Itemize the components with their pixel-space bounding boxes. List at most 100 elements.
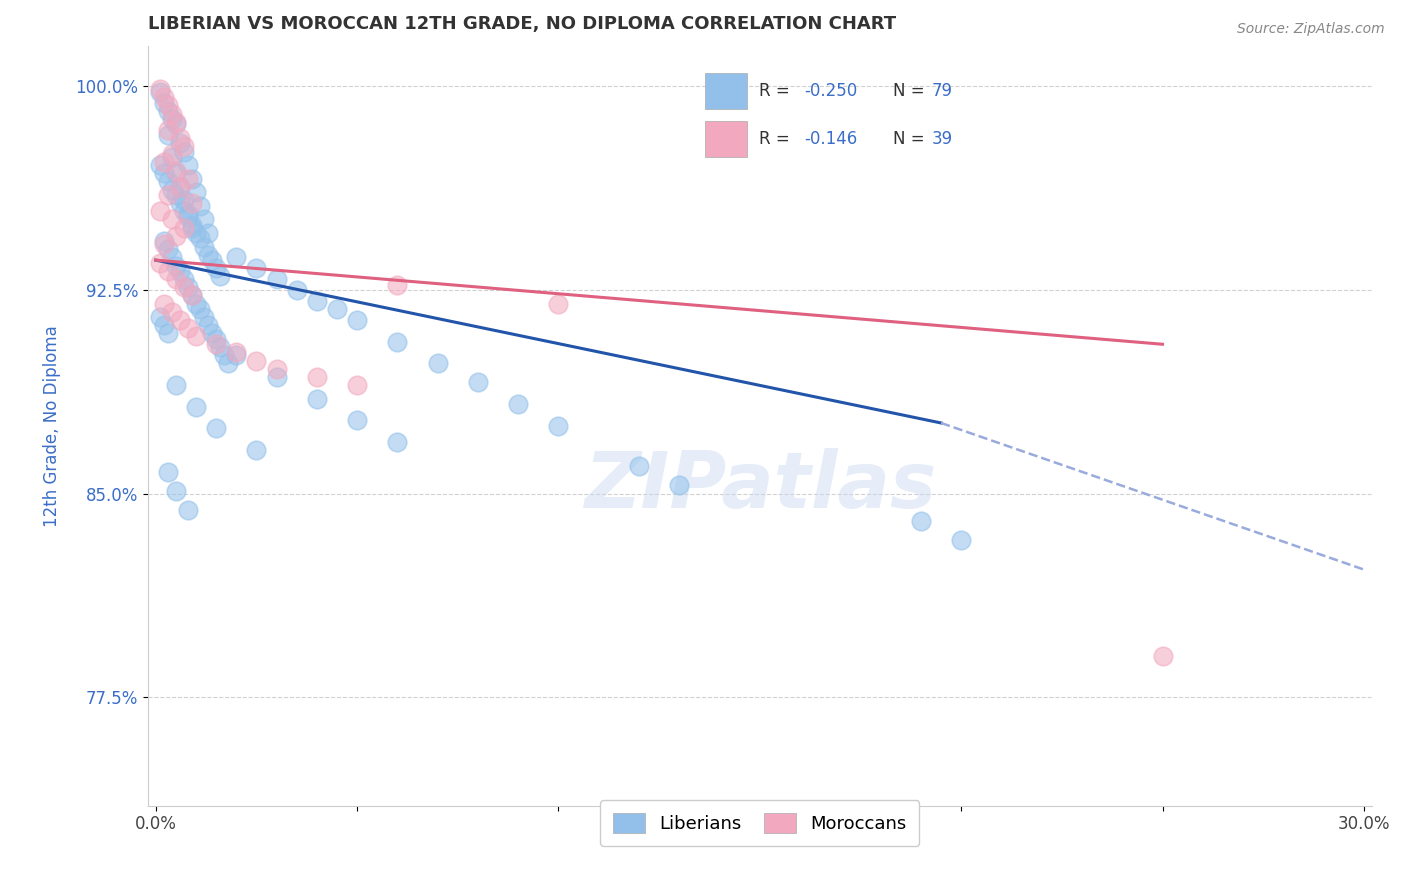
- Point: [173, 145, 195, 159]
- Point: [467, 376, 489, 390]
- Point: [225, 348, 247, 362]
- Point: [160, 182, 183, 196]
- Point: [188, 301, 211, 316]
- Point: [165, 483, 187, 498]
- Point: [305, 293, 328, 308]
- Point: [177, 158, 200, 172]
- Point: [165, 188, 187, 202]
- Point: [173, 194, 195, 208]
- Point: [153, 234, 176, 248]
- Point: [387, 334, 409, 349]
- Point: [346, 313, 368, 327]
- Point: [165, 163, 187, 178]
- Point: [177, 210, 200, 224]
- Point: [177, 321, 200, 335]
- Point: [910, 514, 932, 528]
- Point: [346, 413, 368, 427]
- Point: [1152, 649, 1174, 664]
- Point: [225, 345, 247, 359]
- Point: [160, 251, 183, 265]
- Point: [181, 288, 204, 302]
- Point: [169, 136, 191, 151]
- Point: [181, 171, 204, 186]
- Point: [173, 272, 195, 286]
- Point: [205, 261, 228, 276]
- Point: [305, 369, 328, 384]
- Point: [169, 179, 191, 194]
- Point: [156, 103, 179, 118]
- Point: [173, 280, 195, 294]
- Text: LIBERIAN VS MOROCCAN 12TH GRADE, NO DIPLOMA CORRELATION CHART: LIBERIAN VS MOROCCAN 12TH GRADE, NO DIPL…: [148, 15, 896, 33]
- Point: [153, 90, 176, 104]
- Point: [156, 98, 179, 112]
- Point: [173, 220, 195, 235]
- Point: [156, 188, 179, 202]
- Point: [153, 95, 176, 110]
- Point: [149, 256, 172, 270]
- Point: [160, 150, 183, 164]
- Point: [160, 304, 183, 318]
- Point: [165, 259, 187, 273]
- Point: [149, 85, 172, 99]
- Point: [169, 131, 191, 145]
- Point: [426, 356, 449, 370]
- Point: [266, 369, 288, 384]
- Point: [160, 106, 183, 120]
- Point: [169, 179, 191, 194]
- Point: [165, 378, 187, 392]
- Point: [950, 533, 973, 547]
- Point: [197, 248, 219, 262]
- Point: [173, 204, 195, 219]
- Legend: Liberians, Moroccans: Liberians, Moroccans: [600, 800, 920, 847]
- Point: [225, 251, 247, 265]
- Point: [181, 288, 204, 302]
- Point: [193, 212, 215, 227]
- Point: [169, 313, 191, 327]
- Point: [153, 166, 176, 180]
- Point: [205, 337, 228, 351]
- Point: [508, 397, 530, 411]
- Point: [209, 269, 232, 284]
- Point: [160, 112, 183, 126]
- Point: [165, 272, 187, 286]
- Point: [173, 139, 195, 153]
- Point: [169, 196, 191, 211]
- Point: [245, 261, 267, 276]
- Point: [201, 326, 224, 341]
- Point: [165, 114, 187, 128]
- Point: [547, 296, 569, 310]
- Point: [188, 199, 211, 213]
- Point: [547, 418, 569, 433]
- Point: [149, 158, 172, 172]
- Point: [205, 421, 228, 435]
- Point: [668, 478, 690, 492]
- Point: [156, 123, 179, 137]
- Point: [156, 465, 179, 479]
- Point: [326, 301, 349, 316]
- Text: Source: ZipAtlas.com: Source: ZipAtlas.com: [1237, 22, 1385, 37]
- Point: [245, 443, 267, 458]
- Point: [156, 128, 179, 143]
- Text: ZIPatlas: ZIPatlas: [583, 449, 936, 524]
- Point: [305, 392, 328, 406]
- Point: [181, 218, 204, 232]
- Point: [156, 326, 179, 341]
- Point: [181, 196, 204, 211]
- Point: [193, 239, 215, 253]
- Y-axis label: 12th Grade, No Diploma: 12th Grade, No Diploma: [44, 325, 60, 526]
- Point: [153, 236, 176, 251]
- Point: [209, 340, 232, 354]
- Point: [387, 277, 409, 292]
- Point: [184, 400, 207, 414]
- Point: [153, 318, 176, 333]
- Point: [212, 348, 235, 362]
- Point: [285, 283, 308, 297]
- Point: [205, 332, 228, 346]
- Point: [149, 82, 172, 96]
- Point: [627, 459, 650, 474]
- Point: [156, 174, 179, 188]
- Point: [177, 207, 200, 221]
- Point: [266, 361, 288, 376]
- Point: [245, 353, 267, 368]
- Point: [149, 310, 172, 325]
